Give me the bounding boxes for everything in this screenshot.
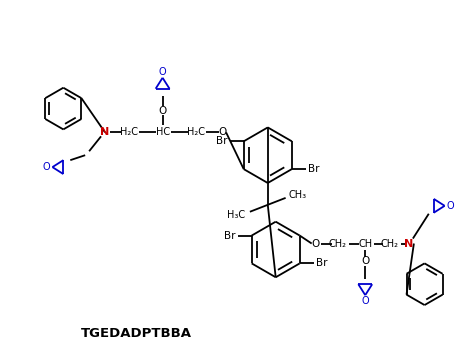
Text: O: O	[447, 201, 455, 211]
Text: O: O	[361, 256, 369, 266]
Text: O: O	[159, 67, 166, 77]
Text: Br: Br	[316, 258, 328, 268]
Text: O: O	[218, 127, 226, 137]
Text: H₃C: H₃C	[227, 210, 245, 220]
Text: CH₂: CH₂	[328, 238, 346, 249]
Text: N: N	[100, 127, 109, 137]
Text: O: O	[158, 106, 167, 115]
Text: H₂C: H₂C	[120, 127, 138, 137]
Text: Br: Br	[308, 164, 319, 174]
Text: N: N	[404, 238, 413, 249]
Text: CH₂: CH₂	[380, 238, 398, 249]
Text: Br: Br	[224, 231, 236, 241]
Text: HC: HC	[155, 127, 170, 137]
Text: H₂C: H₂C	[187, 127, 205, 137]
Text: O: O	[362, 296, 369, 306]
Text: CH₃: CH₃	[289, 190, 307, 200]
Text: Br: Br	[216, 136, 228, 146]
Text: O: O	[43, 162, 50, 172]
Text: TGEDADPTBBA: TGEDADPTBBA	[81, 327, 192, 340]
Text: CH: CH	[358, 238, 372, 249]
Text: O: O	[311, 238, 320, 249]
